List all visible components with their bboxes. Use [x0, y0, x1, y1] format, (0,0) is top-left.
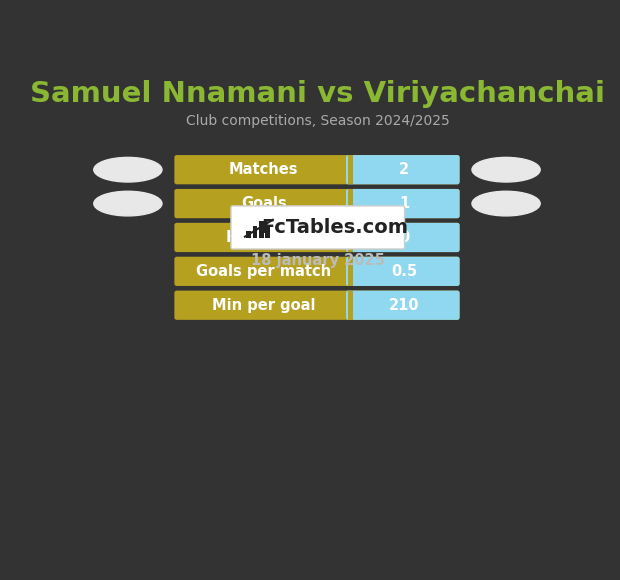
Text: Samuel Nnamani vs Viriyachanchai: Samuel Nnamani vs Viriyachanchai [30, 80, 605, 108]
FancyBboxPatch shape [346, 291, 459, 320]
Ellipse shape [472, 191, 540, 216]
Bar [247, 230, 251, 238]
Text: Club competitions, Season 2024/2025: Club competitions, Season 2024/2025 [186, 114, 450, 128]
Ellipse shape [94, 157, 162, 182]
Text: FcTables.com: FcTables.com [261, 218, 409, 237]
FancyBboxPatch shape [174, 257, 459, 286]
Text: Matches: Matches [229, 162, 298, 177]
FancyBboxPatch shape [346, 257, 459, 286]
Bar [253, 226, 257, 238]
FancyBboxPatch shape [346, 155, 459, 184]
Text: 1: 1 [399, 196, 409, 211]
Bar [348, 291, 353, 320]
FancyBboxPatch shape [231, 206, 404, 249]
Bar [348, 189, 353, 218]
Text: Min per goal: Min per goal [212, 298, 316, 313]
FancyBboxPatch shape [174, 223, 459, 252]
Bar [348, 155, 353, 184]
Text: 0: 0 [399, 230, 409, 245]
Bar [348, 223, 353, 252]
Text: 18 january 2025: 18 january 2025 [251, 253, 384, 268]
FancyBboxPatch shape [174, 189, 459, 218]
Bar [265, 227, 270, 238]
Text: Hattricks: Hattricks [226, 230, 301, 245]
Text: 2: 2 [399, 162, 409, 177]
Text: 210: 210 [389, 298, 419, 313]
Text: Goals per match: Goals per match [196, 264, 331, 279]
Text: Goals: Goals [241, 196, 286, 211]
Ellipse shape [472, 157, 540, 182]
FancyBboxPatch shape [174, 291, 459, 320]
FancyBboxPatch shape [346, 189, 459, 218]
FancyBboxPatch shape [346, 223, 459, 252]
Text: 0.5: 0.5 [391, 264, 417, 279]
Ellipse shape [94, 191, 162, 216]
Bar [259, 222, 264, 238]
FancyBboxPatch shape [174, 155, 459, 184]
Bar [348, 257, 353, 286]
